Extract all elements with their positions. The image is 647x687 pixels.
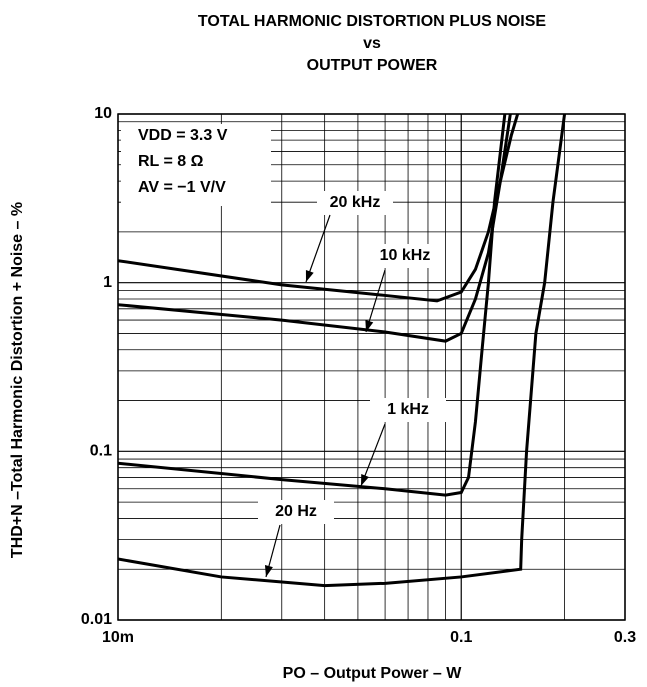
arrow-head xyxy=(365,320,374,332)
series-line xyxy=(118,114,520,303)
series-line xyxy=(118,114,567,588)
series-line xyxy=(118,114,507,497)
annotation: RL = 8 Ω xyxy=(138,153,204,170)
plot-frame xyxy=(117,113,626,621)
plot-lines xyxy=(118,114,567,588)
y-tick-label: 0.01 xyxy=(81,611,112,628)
series-label: 20 Hz xyxy=(275,503,317,520)
y-axis-label: THD+N –Total Harmonic Distortion + Noise… xyxy=(9,202,26,558)
annotation-box xyxy=(121,124,271,206)
y-tick-label: 10 xyxy=(94,105,112,122)
annotation: VDD = 3.3 V xyxy=(138,127,228,144)
arrow-head xyxy=(361,474,369,486)
series-label: 10 kHz xyxy=(380,247,431,264)
x-axis-label: PO – Output Power – W xyxy=(283,665,463,682)
label-bg xyxy=(258,500,334,524)
y-tick-label: 0.1 xyxy=(90,443,112,460)
x-tick-label: 10m xyxy=(102,629,134,646)
x-tick-label: 0.1 xyxy=(450,629,472,646)
annotation: AV = −1 V/V xyxy=(138,179,226,196)
x-tick-label: 0.3 xyxy=(614,629,636,646)
series-line xyxy=(118,114,512,343)
label-bg xyxy=(370,398,446,422)
series-label: 1 kHz xyxy=(387,401,429,418)
arrow-head xyxy=(305,270,314,282)
arrow-head xyxy=(264,565,273,577)
arrow-shaft xyxy=(305,214,331,283)
y-tick-label: 1 xyxy=(103,274,112,291)
series-label: 20 kHz xyxy=(330,194,381,211)
chart-title: TOTAL HARMONIC DISTORTION PLUS NOISE xyxy=(198,13,546,30)
label-bg xyxy=(367,244,443,268)
label-bg xyxy=(317,191,393,215)
chart-title: OUTPUT POWER xyxy=(307,57,438,74)
chart-title: vs xyxy=(363,35,381,52)
